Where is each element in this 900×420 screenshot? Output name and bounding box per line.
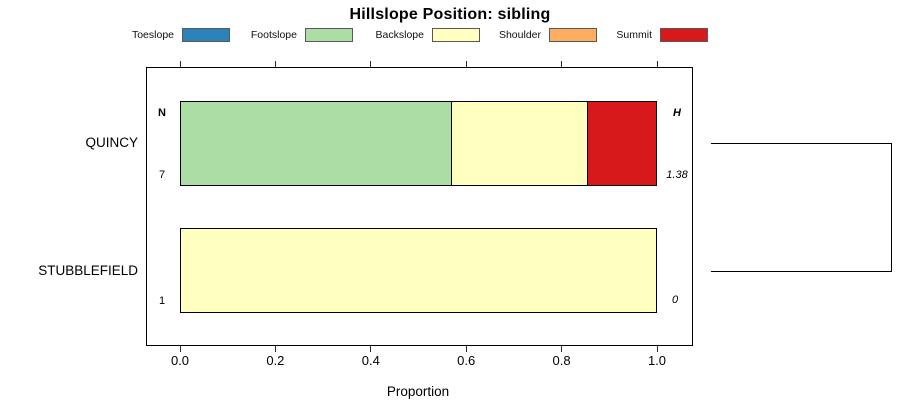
axis-tick-bottom [179, 346, 181, 352]
bar-segment-footslope [181, 102, 452, 185]
axis-tick-top [656, 61, 658, 67]
legend-label-summit: Summit [616, 28, 652, 41]
legend-swatch-backslope [432, 27, 480, 42]
axis-tick-top [561, 61, 563, 67]
bar-quincy [180, 101, 657, 186]
axis-tick-bottom [656, 346, 658, 352]
bar-segment-backslope [451, 102, 588, 185]
legend-label-toeslope: Toeslope [131, 28, 174, 41]
bar-stubblefield [180, 228, 657, 313]
h-value-stubblefield: 0 [671, 294, 679, 306]
axis-tick-bottom [561, 346, 563, 352]
legend-swatch-toeslope [182, 27, 230, 42]
row-label-quincy: QUINCY [85, 135, 138, 150]
n-value-stubblefield: 1 [158, 295, 166, 307]
legend-label-backslope: Backslope [375, 28, 424, 41]
n-value-quincy: 7 [158, 169, 166, 181]
bar-segment-backslope [181, 229, 656, 312]
x-axis-title: Proportion [386, 384, 450, 399]
chart-title: Hillslope Position: sibling [349, 6, 551, 23]
h-value-quincy: 1.38 [666, 169, 688, 181]
axis-tick-top [274, 61, 276, 67]
legend-item-backslope: Backslope [376, 27, 480, 42]
x-tick-label: 0.8 [552, 353, 571, 368]
x-tick-label: 0.6 [457, 353, 476, 368]
x-tick-label: 1.0 [647, 353, 667, 368]
legend-swatch-shoulder [549, 27, 597, 42]
legend-swatch-footslope [305, 27, 353, 42]
row-label-stubblefield: STUBBLEFIELD [38, 263, 138, 278]
legend-item-toeslope: Toeslope [132, 27, 230, 42]
axis-tick-top [179, 61, 181, 67]
legend-label-shoulder: Shoulder [498, 28, 541, 41]
n-column-header: N [158, 107, 166, 119]
dendrogram [711, 143, 892, 272]
legend-item-summit: Summit [616, 27, 708, 42]
legend-swatch-summit [660, 27, 708, 42]
axis-tick-bottom [465, 346, 467, 352]
axis-tick-bottom [274, 346, 276, 352]
bar-segment-summit [587, 102, 656, 185]
legend-label-footslope: Footslope [250, 28, 297, 41]
x-tick-label: 0.4 [361, 353, 380, 368]
x-tick-label: 0.2 [266, 353, 285, 368]
legend-item-shoulder: Shoulder [499, 27, 597, 42]
x-tick-label: 0.0 [170, 353, 190, 368]
axis-tick-top [465, 61, 467, 67]
legend-item-footslope: Footslope [251, 27, 353, 42]
h-column-header: H [673, 107, 681, 119]
axis-tick-bottom [370, 346, 372, 352]
axis-tick-top [370, 61, 372, 67]
